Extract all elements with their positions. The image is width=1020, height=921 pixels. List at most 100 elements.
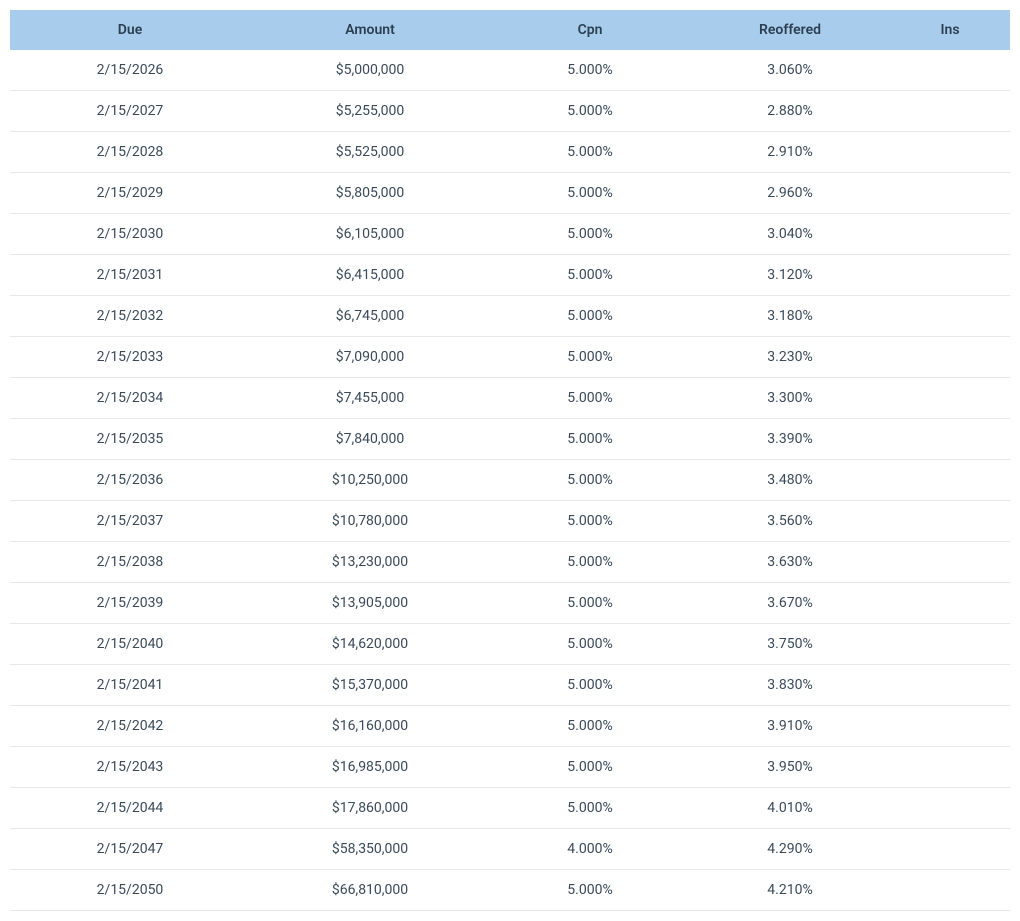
cell-cpn: 5.000% [490, 624, 690, 665]
cell-cpn: 5.000% [490, 214, 690, 255]
cell-cpn: 5.000% [490, 296, 690, 337]
cell-ins [890, 542, 1010, 583]
cell-cpn: 5.000% [490, 50, 690, 91]
cell-cpn: 5.000% [490, 788, 690, 829]
table-row: 2/15/2026$5,000,0005.000%3.060% [10, 50, 1010, 91]
cell-reoffered: 2.910% [690, 132, 890, 173]
cell-due: 2/15/2037 [10, 501, 250, 542]
cell-amount: $6,415,000 [250, 255, 490, 296]
cell-ins [890, 583, 1010, 624]
cell-cpn: 5.000% [490, 501, 690, 542]
cell-cpn: 5.000% [490, 173, 690, 214]
cell-amount: $7,455,000 [250, 378, 490, 419]
cell-amount: $13,230,000 [250, 542, 490, 583]
cell-reoffered: 3.300% [690, 378, 890, 419]
cell-due: 2/15/2041 [10, 665, 250, 706]
cell-amount: $7,840,000 [250, 419, 490, 460]
cell-due: 2/15/2036 [10, 460, 250, 501]
cell-ins [890, 747, 1010, 788]
cell-cpn: 5.000% [490, 583, 690, 624]
cell-amount: $10,780,000 [250, 501, 490, 542]
bond-maturity-table: Due Amount Cpn Reoffered Ins 2/15/2026$5… [10, 10, 1010, 911]
cell-cpn: 5.000% [490, 706, 690, 747]
header-amount: Amount [250, 10, 490, 50]
cell-reoffered: 4.010% [690, 788, 890, 829]
cell-due: 2/15/2043 [10, 747, 250, 788]
cell-amount: $58,350,000 [250, 829, 490, 870]
table-row: 2/15/2039$13,905,0005.000%3.670% [10, 583, 1010, 624]
cell-ins [890, 665, 1010, 706]
table-row: 2/15/2037$10,780,0005.000%3.560% [10, 501, 1010, 542]
cell-due: 2/15/2031 [10, 255, 250, 296]
cell-reoffered: 3.950% [690, 747, 890, 788]
data-table: Due Amount Cpn Reoffered Ins 2/15/2026$5… [10, 10, 1010, 911]
table-row: 2/15/2032$6,745,0005.000%3.180% [10, 296, 1010, 337]
table-row: 2/15/2030$6,105,0005.000%3.040% [10, 214, 1010, 255]
cell-amount: $16,160,000 [250, 706, 490, 747]
cell-ins [890, 173, 1010, 214]
cell-amount: $16,985,000 [250, 747, 490, 788]
cell-amount: $17,860,000 [250, 788, 490, 829]
cell-amount: $7,090,000 [250, 337, 490, 378]
header-due: Due [10, 10, 250, 50]
cell-reoffered: 4.290% [690, 829, 890, 870]
cell-due: 2/15/2034 [10, 378, 250, 419]
cell-ins [890, 132, 1010, 173]
table-row: 2/15/2043$16,985,0005.000%3.950% [10, 747, 1010, 788]
cell-reoffered: 3.670% [690, 583, 890, 624]
cell-cpn: 5.000% [490, 337, 690, 378]
header-cpn: Cpn [490, 10, 690, 50]
cell-cpn: 5.000% [490, 132, 690, 173]
cell-amount: $13,905,000 [250, 583, 490, 624]
cell-cpn: 5.000% [490, 255, 690, 296]
cell-cpn: 5.000% [490, 460, 690, 501]
table-row: 2/15/2029$5,805,0005.000%2.960% [10, 173, 1010, 214]
cell-due: 2/15/2029 [10, 173, 250, 214]
table-row: 2/15/2042$16,160,0005.000%3.910% [10, 706, 1010, 747]
cell-reoffered: 3.040% [690, 214, 890, 255]
cell-due: 2/15/2033 [10, 337, 250, 378]
cell-reoffered: 3.750% [690, 624, 890, 665]
cell-cpn: 4.000% [490, 829, 690, 870]
cell-cpn: 5.000% [490, 419, 690, 460]
cell-reoffered: 3.480% [690, 460, 890, 501]
cell-due: 2/15/2039 [10, 583, 250, 624]
cell-reoffered: 3.120% [690, 255, 890, 296]
cell-ins [890, 50, 1010, 91]
table-body: 2/15/2026$5,000,0005.000%3.060%2/15/2027… [10, 50, 1010, 911]
table-row: 2/15/2028$5,525,0005.000%2.910% [10, 132, 1010, 173]
cell-reoffered: 3.560% [690, 501, 890, 542]
cell-reoffered: 3.060% [690, 50, 890, 91]
cell-ins [890, 337, 1010, 378]
table-header: Due Amount Cpn Reoffered Ins [10, 10, 1010, 50]
cell-amount: $5,805,000 [250, 173, 490, 214]
cell-ins [890, 624, 1010, 665]
cell-ins [890, 706, 1010, 747]
cell-ins [890, 788, 1010, 829]
cell-ins [890, 419, 1010, 460]
cell-amount: $6,105,000 [250, 214, 490, 255]
cell-due: 2/15/2042 [10, 706, 250, 747]
cell-due: 2/15/2050 [10, 870, 250, 911]
cell-ins [890, 378, 1010, 419]
cell-amount: $5,000,000 [250, 50, 490, 91]
cell-due: 2/15/2044 [10, 788, 250, 829]
cell-cpn: 5.000% [490, 870, 690, 911]
cell-reoffered: 3.830% [690, 665, 890, 706]
cell-amount: $6,745,000 [250, 296, 490, 337]
cell-ins [890, 829, 1010, 870]
cell-due: 2/15/2035 [10, 419, 250, 460]
table-row: 2/15/2031$6,415,0005.000%3.120% [10, 255, 1010, 296]
cell-amount: $66,810,000 [250, 870, 490, 911]
cell-reoffered: 3.180% [690, 296, 890, 337]
cell-amount: $15,370,000 [250, 665, 490, 706]
cell-due: 2/15/2027 [10, 91, 250, 132]
cell-ins [890, 501, 1010, 542]
table-row: 2/15/2033$7,090,0005.000%3.230% [10, 337, 1010, 378]
header-reoffered: Reoffered [690, 10, 890, 50]
table-row: 2/15/2034$7,455,0005.000%3.300% [10, 378, 1010, 419]
cell-cpn: 5.000% [490, 91, 690, 132]
table-row: 2/15/2041$15,370,0005.000%3.830% [10, 665, 1010, 706]
cell-reoffered: 3.390% [690, 419, 890, 460]
cell-reoffered: 3.230% [690, 337, 890, 378]
